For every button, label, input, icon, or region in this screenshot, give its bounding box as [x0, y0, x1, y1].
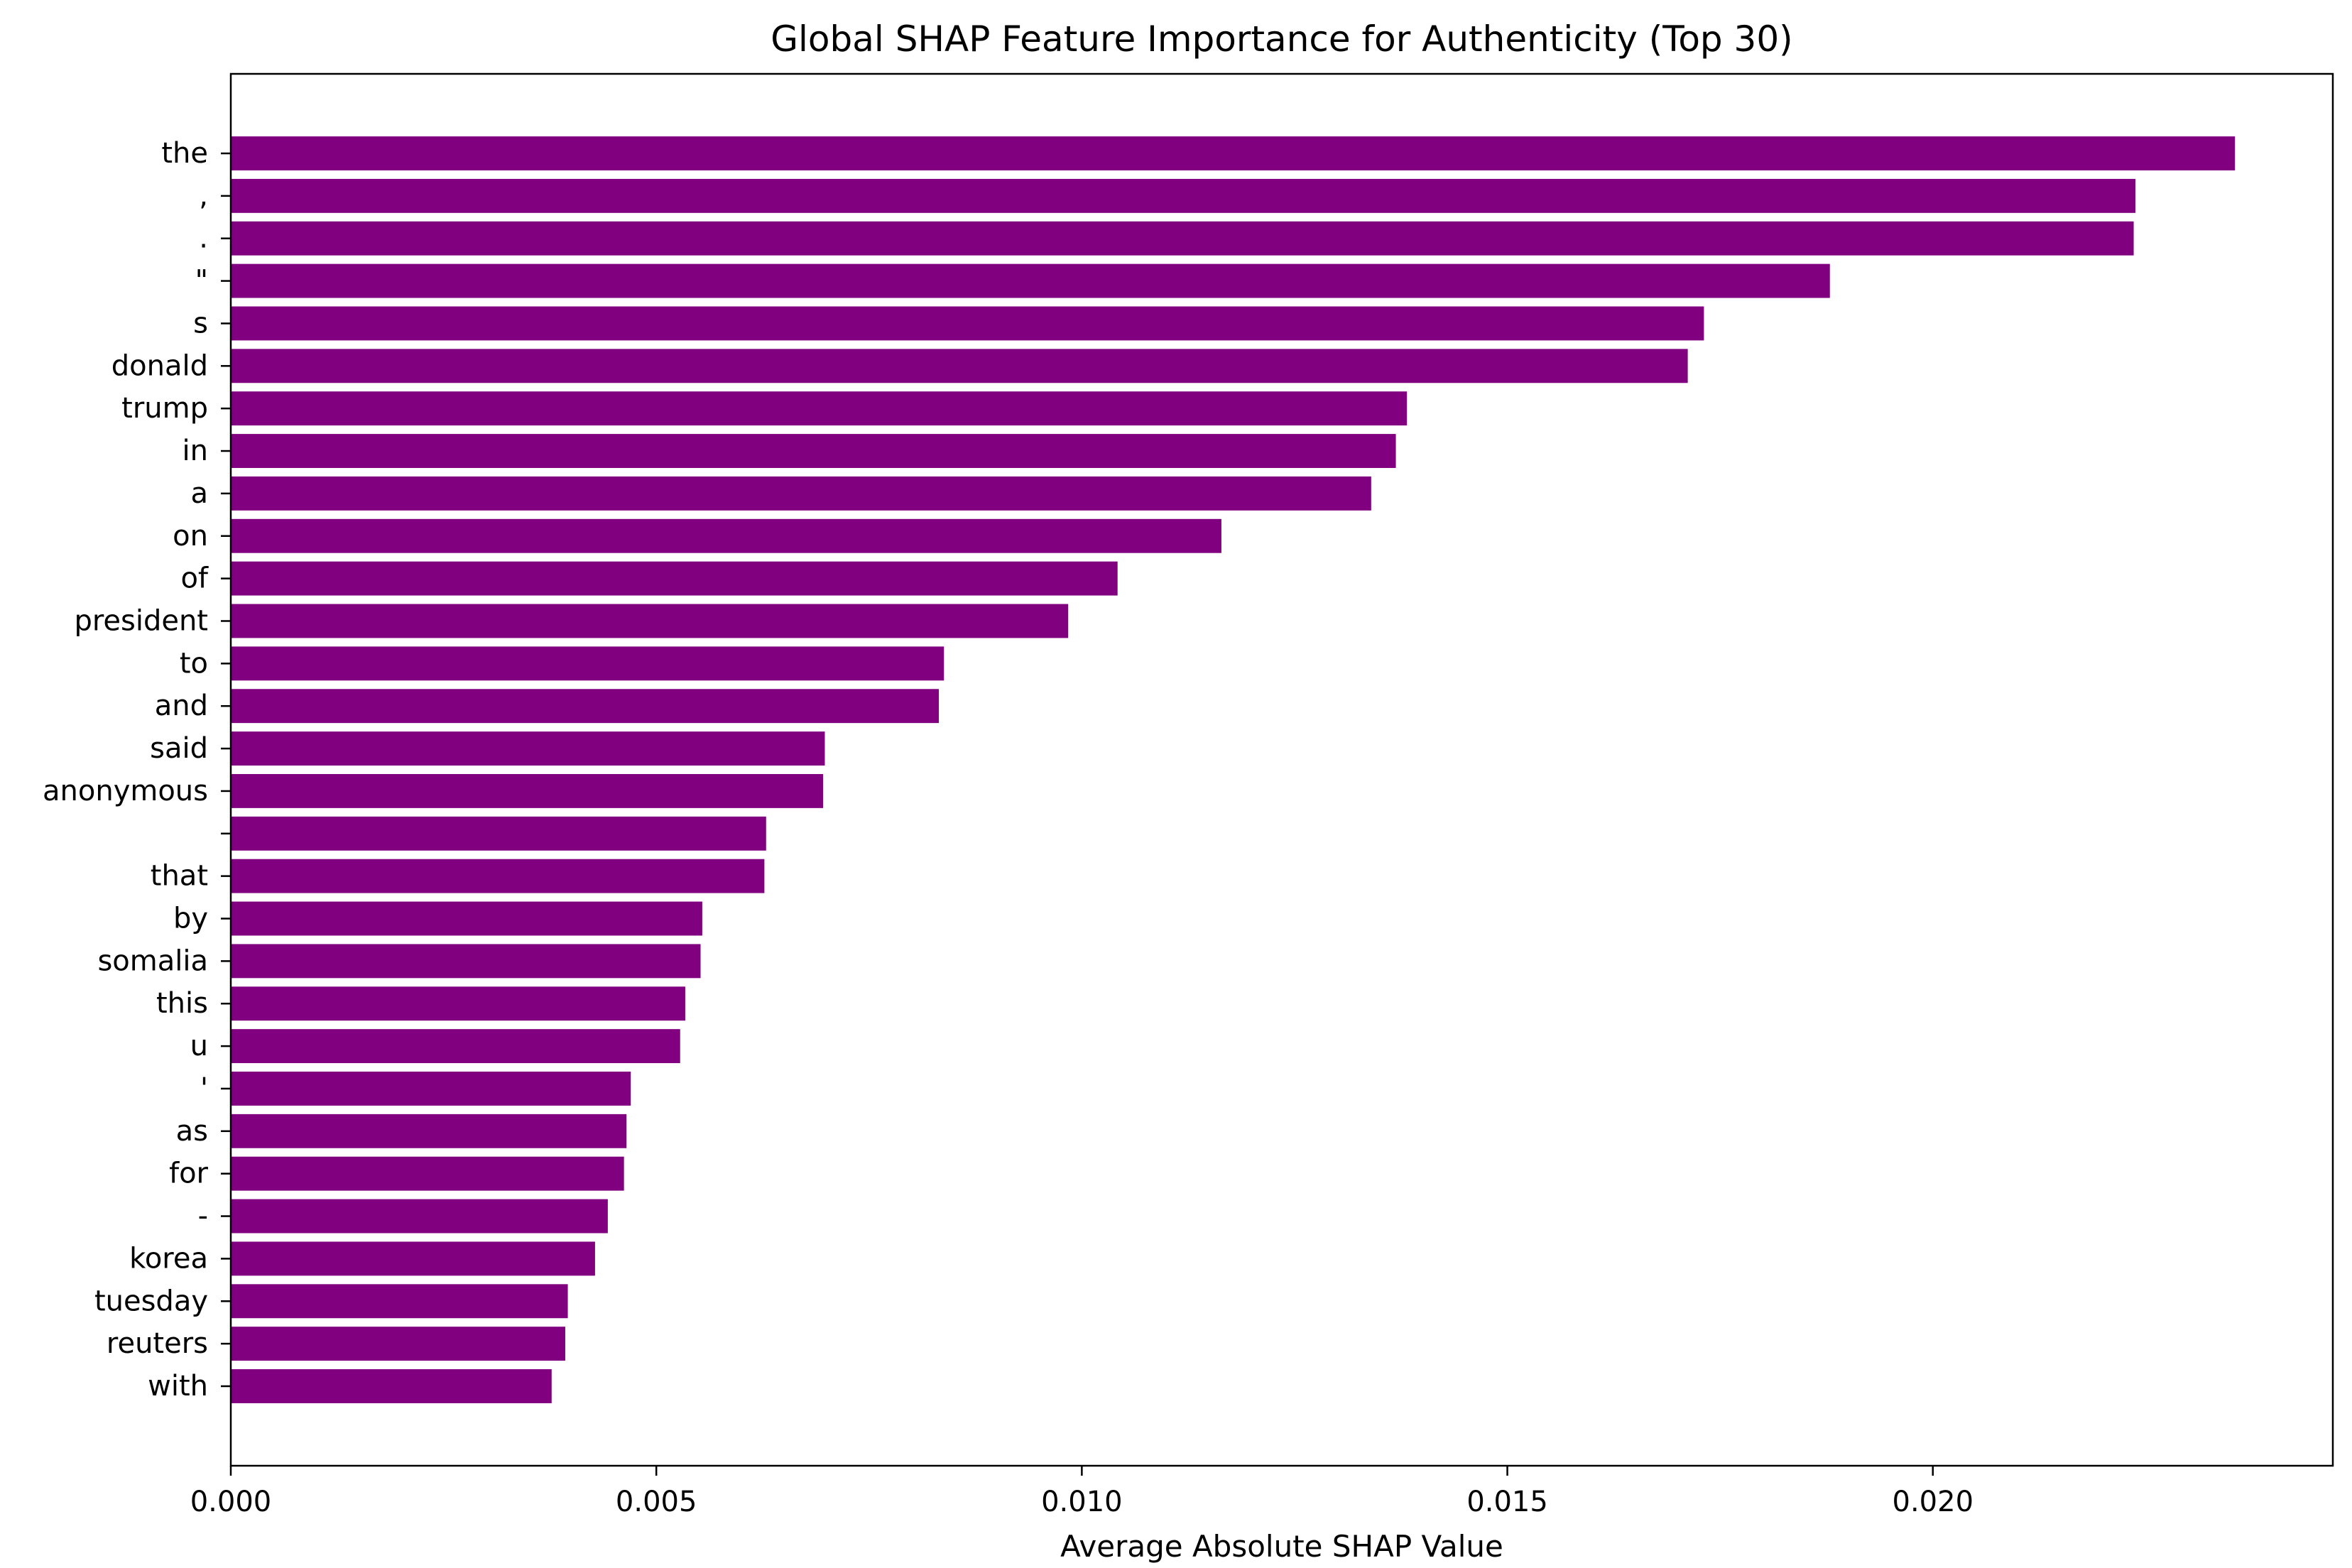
y-tick-label-19: somalia — [97, 944, 208, 977]
bar-15 — [231, 773, 824, 808]
bar-16 — [231, 816, 766, 851]
x-axis: 0.000 0.005 0.010 0.015 0.020 — [190, 1466, 1973, 1518]
x-axis-label: Average Absolute SHAP Value — [1060, 1529, 1503, 1564]
bar-25 — [231, 1199, 608, 1234]
x-tick-label-1: 0.005 — [616, 1486, 697, 1518]
y-tick-label-20: this — [156, 987, 208, 1020]
y-tick-label-6: trump — [121, 392, 208, 425]
bar-26 — [231, 1241, 595, 1276]
bar-6 — [231, 391, 1408, 426]
bar-19 — [231, 944, 701, 979]
y-tick-label-29: with — [148, 1370, 208, 1403]
bar-21 — [231, 1029, 680, 1064]
bar-12 — [231, 646, 944, 681]
plot-frame — [229, 72, 2334, 1467]
bar-23 — [231, 1114, 627, 1148]
bar-3 — [231, 263, 1830, 298]
bar-11 — [231, 604, 1069, 638]
y-tick-label-2: . — [199, 222, 208, 255]
y-tick-label-18: by — [173, 903, 208, 935]
bars-group — [231, 136, 2236, 1403]
x-tick-label-2: 0.010 — [1041, 1486, 1123, 1518]
y-tick-label-21: u — [190, 1030, 208, 1062]
y-tick-label-0: the — [161, 137, 208, 170]
y-tick-label-27: tuesday — [94, 1285, 208, 1317]
x-tick-label-4: 0.020 — [1893, 1486, 1974, 1518]
y-tick-label-22: ' — [200, 1072, 208, 1105]
y-axis: the,. " s donald trump in a on of president to and s… — [43, 137, 231, 1403]
bar-13 — [231, 689, 940, 724]
y-tick-label-24: for — [169, 1158, 209, 1190]
y-tick-label-10: of — [180, 562, 208, 595]
y-tick-label-28: reuters — [107, 1327, 208, 1360]
y-tick-label-11: president — [74, 604, 208, 637]
y-tick-label-13: and — [155, 690, 208, 722]
bar-22 — [231, 1072, 631, 1106]
bar-0 — [231, 136, 2236, 170]
y-tick-label-26: korea — [129, 1242, 208, 1275]
bar-4 — [231, 306, 1704, 341]
bar-8 — [231, 476, 1371, 511]
y-tick-label-9: on — [173, 520, 208, 552]
bar-20 — [231, 986, 685, 1021]
y-tick-label-5: donald — [111, 349, 208, 382]
y-tick-label-8: a — [190, 477, 208, 510]
x-tick-label-3: 0.015 — [1466, 1486, 1548, 1518]
x-tick-label-0: 0.000 — [190, 1486, 272, 1518]
bar-2 — [231, 221, 2134, 256]
bar-7 — [231, 434, 1396, 468]
bar-24 — [231, 1156, 624, 1191]
y-tick-label-14: said — [150, 732, 208, 765]
y-tick-label-23: as — [176, 1115, 208, 1148]
bar-9 — [231, 518, 1221, 553]
bar-29 — [231, 1369, 552, 1403]
y-tick-label-4: s — [193, 307, 208, 339]
bar-27 — [231, 1284, 568, 1319]
bar-18 — [231, 901, 702, 936]
y-tick-label-1: , — [199, 180, 208, 212]
y-tick-label-17: that — [151, 860, 208, 893]
chart-title: Global SHAP Feature Importance for Authe… — [771, 18, 1792, 60]
bar-14 — [231, 731, 825, 766]
bar-10 — [231, 561, 1118, 596]
y-tick-label-3: " — [195, 265, 208, 298]
bar-5 — [231, 349, 1688, 383]
y-tick-label-15: anonymous — [43, 775, 208, 807]
y-tick-label-25: - — [198, 1200, 208, 1233]
y-tick-label-7: in — [183, 435, 208, 467]
y-tick-label-12: to — [180, 647, 208, 680]
bar-1 — [231, 178, 2135, 213]
bar-17 — [231, 859, 765, 893]
bar-28 — [231, 1327, 565, 1361]
